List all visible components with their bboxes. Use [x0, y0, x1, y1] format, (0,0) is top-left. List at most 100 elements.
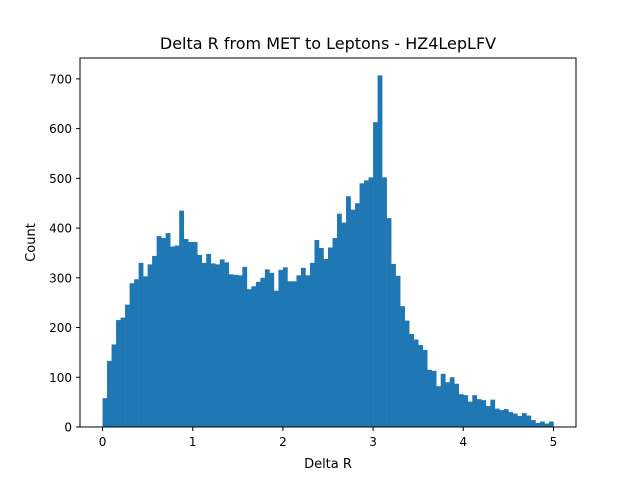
y-tick-label: 100: [49, 371, 72, 385]
histogram-bar: [309, 262, 315, 427]
histogram-bar: [368, 177, 374, 427]
histogram-bar: [454, 383, 460, 427]
histogram-bar: [147, 264, 153, 427]
histogram-bar: [409, 334, 414, 427]
chart-title: Delta R from MET to Leptons - HZ4LepLFV: [160, 34, 496, 53]
axes-frame: [79, 57, 577, 428]
histogram-bar: [224, 262, 230, 427]
y-tick-label: 700: [49, 72, 72, 86]
y-tick-label: 200: [49, 321, 72, 335]
histogram-bar: [156, 236, 162, 427]
histogram-bar: [296, 275, 302, 427]
histogram-bar: [476, 399, 482, 427]
histogram-bar: [260, 277, 266, 427]
histogram-bar: [391, 263, 396, 427]
y-tick-label: 300: [49, 271, 72, 285]
histogram-bar: [539, 421, 545, 427]
histogram-bar: [323, 258, 329, 427]
histogram-bar: [485, 406, 491, 427]
histogram-bar: [350, 209, 356, 427]
histogram-bar: [458, 394, 464, 427]
histogram-bar: [111, 344, 117, 427]
histogram-bar: [535, 423, 541, 427]
histogram-bar: [170, 246, 175, 427]
histogram-bar: [431, 370, 437, 427]
histogram-bar: [116, 320, 121, 427]
histogram-bar: [278, 269, 284, 427]
histogram-bar: [300, 267, 306, 427]
histogram-bar: [400, 306, 405, 427]
histogram-bar: [526, 415, 532, 427]
histogram-bar: [386, 218, 392, 427]
histogram-bar: [467, 401, 473, 427]
histogram-bar: [490, 399, 496, 427]
histogram-bar: [355, 203, 360, 427]
histogram-bar: [427, 369, 433, 427]
histogram-bar: [291, 281, 297, 427]
histogram-bar: [138, 262, 144, 427]
histogram-bar: [494, 408, 500, 427]
x-tick-label: 4: [459, 435, 467, 449]
histogram-bar: [499, 410, 505, 427]
y-tick-label: 0: [64, 421, 72, 435]
histogram-bar: [548, 421, 554, 427]
histogram-bar: [210, 263, 216, 427]
histogram-bar: [436, 386, 442, 427]
histogram-bar: [219, 259, 225, 427]
histogram-bar: [508, 412, 514, 427]
histogram-bar: [314, 240, 320, 427]
histogram-bar: [328, 247, 333, 427]
x-tick-label: 0: [99, 435, 107, 449]
histogram-bar: [481, 400, 487, 427]
histogram-bar: [377, 75, 383, 427]
histogram-bar: [413, 339, 419, 427]
histogram-bar: [179, 210, 185, 427]
histogram-bar: [337, 213, 342, 427]
histogram-bar: [143, 276, 148, 427]
y-axis-ticks: 0 100 200 300 400 500 600 700: [49, 72, 80, 435]
histogram-bar: [269, 272, 275, 427]
histogram-bar: [544, 423, 550, 427]
histogram-bar: [120, 317, 126, 427]
x-tick-label: 3: [369, 435, 377, 449]
histogram-bar: [517, 416, 523, 427]
histogram-bar: [246, 289, 252, 427]
histogram-bar: [206, 253, 212, 427]
histogram-bar: [472, 395, 478, 427]
histogram-bar: [463, 395, 469, 427]
y-tick-label: 500: [49, 172, 72, 186]
histogram-bar: [129, 283, 135, 427]
histogram-bar: [418, 344, 423, 427]
histogram-bar: [273, 290, 279, 427]
histogram-bar: [183, 239, 189, 427]
histogram-bar: [188, 242, 194, 427]
histogram-bar: [161, 238, 166, 427]
x-tick-label: 1: [189, 435, 197, 449]
histogram-bar: [251, 286, 257, 427]
histogram-bar: [287, 281, 293, 427]
histogram-bar: [422, 349, 428, 427]
histogram-bar: [264, 269, 270, 427]
histogram-bar: [125, 304, 130, 427]
x-axis-ticks: 0 1 2 3 4 5: [99, 427, 558, 449]
histogram-bar: [174, 245, 180, 427]
histogram-bar: [530, 420, 536, 427]
histogram-bar: [102, 398, 108, 427]
histogram-bar: [215, 264, 221, 427]
histogram-bar: [233, 274, 239, 427]
histogram-bar: [255, 281, 261, 427]
histogram-bar: [395, 275, 401, 427]
histogram-bar: [440, 373, 446, 427]
histogram-bar: [373, 122, 378, 428]
histogram-bar: [237, 275, 243, 427]
histogram-bar: [134, 279, 139, 427]
x-tick-label: 5: [550, 435, 558, 449]
histogram-bar: [282, 267, 288, 427]
histogram-bar: [242, 266, 248, 427]
histogram-bars: [102, 75, 554, 428]
histogram-bar: [107, 360, 112, 427]
histogram-bar: [192, 242, 198, 427]
histogram-bar: [445, 382, 451, 427]
x-axis-label: Delta R: [304, 457, 352, 472]
histogram-bar: [404, 320, 410, 427]
